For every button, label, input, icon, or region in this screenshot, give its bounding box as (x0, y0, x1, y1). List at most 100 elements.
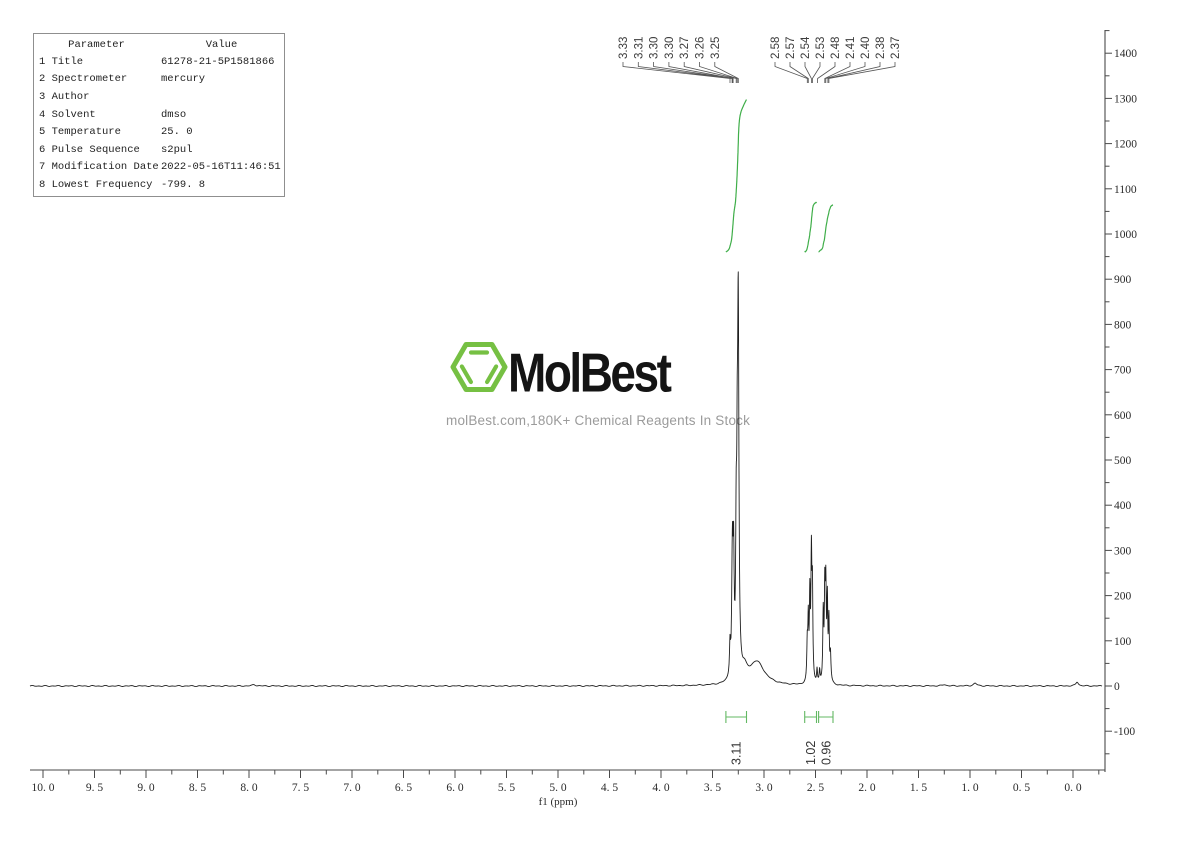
peak-label-connectors (622, 62, 739, 83)
svg-text:1200: 1200 (1114, 139, 1137, 151)
svg-text:5. 0: 5. 0 (549, 782, 567, 794)
logo-tagline: molBest.com,180K+ Chemical Reagents In S… (446, 413, 751, 428)
param-name-cell: 2 Spectrometer (39, 73, 128, 86)
y-axis: 1400130012001100100090080070060050040030… (1104, 30, 1137, 772)
svg-text:2.54: 2.54 (800, 36, 812, 59)
svg-text:300: 300 (1114, 545, 1132, 557)
parameter-row: 4 Solvent dmso (34, 106, 284, 124)
svg-text:0: 0 (1114, 681, 1120, 693)
integral-curve (725, 99, 747, 253)
svg-text:3.30: 3.30 (664, 37, 676, 59)
logo-wordmark: MolBest (508, 342, 672, 404)
integral-range-bracket (725, 711, 748, 723)
svg-text:7. 5: 7. 5 (292, 782, 310, 794)
svg-text:3.30: 3.30 (649, 37, 661, 59)
svg-text:2.40: 2.40 (860, 37, 872, 59)
svg-text:400: 400 (1114, 500, 1132, 512)
svg-text:9. 0: 9. 0 (137, 782, 155, 794)
svg-text:0.96: 0.96 (819, 741, 833, 765)
parameter-table-header-row: Parameter Value (34, 36, 284, 53)
svg-text:-100: -100 (1114, 726, 1135, 738)
svg-text:10. 0: 10. 0 (32, 782, 55, 794)
integral-curves: 3.11 1.02 0.96 (725, 99, 834, 765)
svg-text:9. 5: 9. 5 (86, 782, 104, 794)
svg-text:3.25: 3.25 (710, 37, 722, 59)
molbest-logo (449, 338, 509, 398)
spectrum-trace (29, 271, 1103, 687)
parameter-row: 1 Title 61278-21-5P1581866 (34, 53, 284, 71)
parameter-table: Parameter Value 1 Title 61278-21-5P158186… (33, 33, 285, 197)
svg-text:2.41: 2.41 (845, 37, 857, 59)
param-value-cell: dmso (161, 108, 187, 121)
peak-label-connectors (774, 62, 896, 83)
svg-text:6. 5: 6. 5 (395, 782, 413, 794)
parameter-row: 3 Author (34, 88, 284, 106)
svg-text:3.26: 3.26 (695, 37, 707, 59)
parameter-row: 5 Temperature 25. 0 (34, 123, 284, 141)
svg-text:200: 200 (1114, 591, 1132, 603)
x-axis-title: f1 (ppm) (539, 796, 578, 808)
integral-range-bracket (804, 711, 818, 723)
peak-labels-group-1: 3.33 3.31 3.30 3.30 3.27 3.26 3.25 (618, 37, 739, 83)
param-header-value: Value (205, 38, 238, 51)
svg-text:700: 700 (1114, 365, 1132, 377)
param-value-cell: mercury (161, 73, 206, 86)
svg-text:8. 5: 8. 5 (189, 782, 207, 794)
parameter-row: 7 Modification Date 2022-05-16T11:46:51 (34, 159, 284, 177)
x-axis: 10. 0 9. 5 9. 0 8. 5 8. 0 7. 5 7. 0 6. 5 6. 0 5. … (30, 769, 1105, 808)
svg-text:4. 5: 4. 5 (601, 782, 619, 794)
svg-text:2.57: 2.57 (785, 37, 797, 59)
svg-text:500: 500 (1114, 455, 1132, 467)
param-header-parameter: Parameter (68, 38, 125, 51)
svg-text:2. 0: 2. 0 (858, 782, 876, 794)
svg-text:4. 0: 4. 0 (652, 782, 670, 794)
integral-range-bracket (818, 711, 834, 723)
svg-text:0. 5: 0. 5 (1013, 782, 1031, 794)
svg-text:1. 5: 1. 5 (910, 782, 928, 794)
integral-curve (804, 201, 817, 253)
parameter-row: 2 Spectrometer mercury (34, 71, 284, 89)
svg-text:1100: 1100 (1114, 184, 1137, 196)
svg-text:6. 0: 6. 0 (446, 782, 464, 794)
param-name-cell: 3 Author (39, 90, 90, 103)
svg-text:8. 0: 8. 0 (240, 782, 258, 794)
svg-text:3.27: 3.27 (679, 37, 691, 59)
svg-text:5. 5: 5. 5 (498, 782, 516, 794)
svg-text:3.33: 3.33 (618, 37, 630, 59)
peak-labels-group-2: 2.58 2.57 2.54 2.53 2.48 2.41 2.40 2.38 2.37 (770, 36, 902, 83)
param-value-cell: 25. 0 (161, 126, 193, 139)
parameter-row: 6 Pulse Sequence s2pul (34, 141, 284, 159)
molbest-hexagon-icon (450, 342, 508, 392)
svg-text:100: 100 (1114, 636, 1132, 648)
svg-text:1000: 1000 (1114, 229, 1137, 241)
param-value-cell: 2022-05-16T11:46:51 (161, 161, 281, 174)
param-value-cell (159, 88, 284, 106)
svg-text:2.38: 2.38 (875, 37, 887, 59)
svg-text:2.48: 2.48 (830, 37, 842, 59)
svg-text:2.58: 2.58 (770, 37, 782, 59)
param-name-cell: 8 Lowest Frequency (39, 178, 153, 191)
svg-text:0. 0: 0. 0 (1064, 782, 1082, 794)
svg-text:7. 0: 7. 0 (343, 782, 361, 794)
svg-text:1. 0: 1. 0 (961, 782, 979, 794)
param-name-cell: 4 Solvent (39, 108, 96, 121)
svg-text:2.37: 2.37 (890, 37, 902, 59)
param-name-cell: 7 Modification Date (39, 161, 159, 174)
svg-text:1400: 1400 (1114, 48, 1137, 60)
svg-text:2.53: 2.53 (815, 37, 827, 59)
parameter-row: 8 Lowest Frequency -799. 8 (34, 176, 284, 194)
param-value-cell: -799. 8 (161, 178, 206, 191)
svg-text:3.31: 3.31 (633, 37, 645, 59)
svg-text:3. 5: 3. 5 (704, 782, 722, 794)
svg-text:600: 600 (1114, 410, 1132, 422)
param-name-cell: 6 Pulse Sequence (39, 143, 140, 156)
svg-text:2. 5: 2. 5 (807, 782, 825, 794)
param-value-cell: s2pul (161, 143, 193, 156)
svg-text:1300: 1300 (1114, 93, 1137, 105)
svg-text:3. 0: 3. 0 (755, 782, 773, 794)
param-name-cell: 1 Title (39, 55, 84, 68)
svg-text:3.11: 3.11 (730, 742, 744, 765)
param-value-cell: 61278-21-5P1581866 (161, 55, 275, 68)
